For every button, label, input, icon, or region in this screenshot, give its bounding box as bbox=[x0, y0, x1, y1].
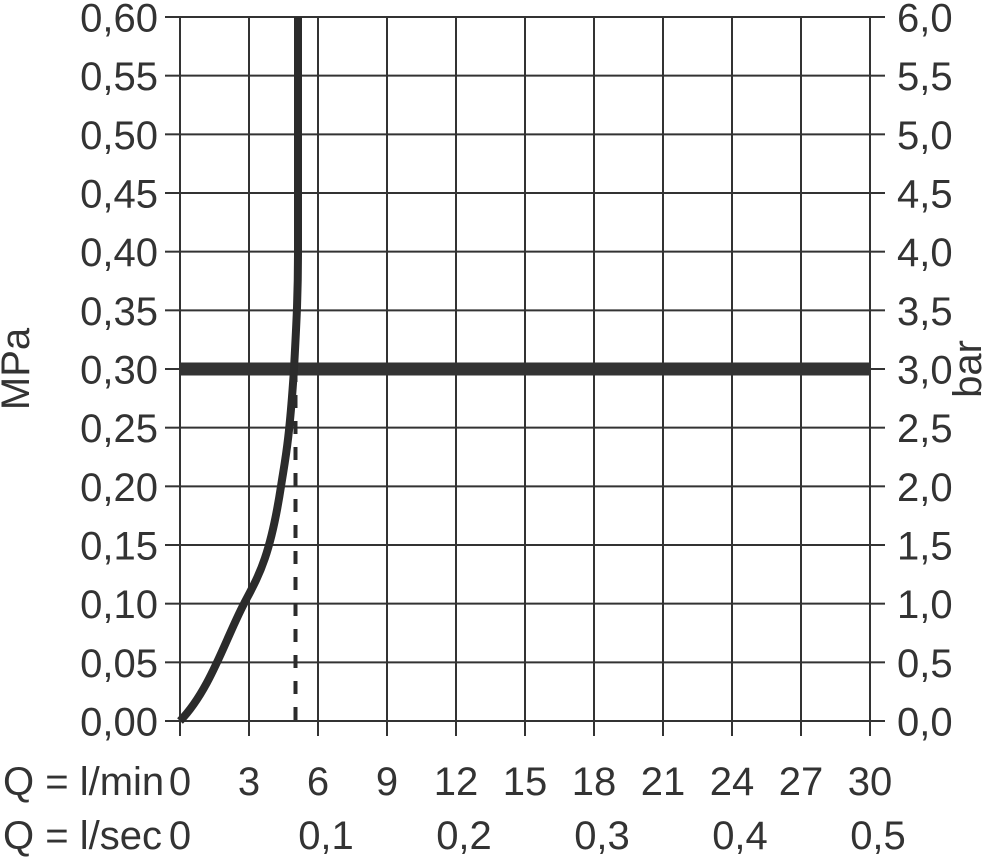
svg-text:0,00: 0,00 bbox=[80, 701, 158, 745]
svg-text:0,5: 0,5 bbox=[897, 642, 953, 686]
svg-text:1,5: 1,5 bbox=[897, 525, 953, 569]
svg-text:0,10: 0,10 bbox=[80, 583, 158, 627]
svg-text:1,0: 1,0 bbox=[897, 583, 953, 627]
svg-text:5,5: 5,5 bbox=[897, 55, 953, 99]
svg-text:3,0: 3,0 bbox=[897, 349, 953, 393]
svg-text:5,0: 5,0 bbox=[897, 114, 953, 158]
svg-text:4,0: 4,0 bbox=[897, 231, 953, 275]
svg-text:0,0: 0,0 bbox=[897, 701, 953, 745]
svg-text:0,50: 0,50 bbox=[80, 114, 158, 158]
svg-text:15: 15 bbox=[503, 760, 548, 804]
svg-text:Q = l/min: Q = l/min bbox=[3, 760, 164, 804]
svg-text:9: 9 bbox=[376, 760, 398, 804]
svg-text:27: 27 bbox=[779, 760, 824, 804]
svg-text:2,5: 2,5 bbox=[897, 407, 953, 451]
svg-text:4,5: 4,5 bbox=[897, 173, 953, 217]
svg-text:0,60: 0,60 bbox=[80, 0, 158, 41]
svg-text:21: 21 bbox=[641, 760, 686, 804]
svg-text:18: 18 bbox=[572, 760, 617, 804]
svg-text:3,5: 3,5 bbox=[897, 290, 953, 334]
svg-text:0,30: 0,30 bbox=[80, 349, 158, 393]
svg-text:0,45: 0,45 bbox=[80, 173, 158, 217]
svg-text:2,0: 2,0 bbox=[897, 466, 953, 510]
svg-text:0: 0 bbox=[169, 760, 191, 804]
svg-text:30: 30 bbox=[848, 760, 893, 804]
svg-text:0,20: 0,20 bbox=[80, 466, 158, 510]
svg-text:0,5: 0,5 bbox=[850, 814, 906, 858]
svg-text:0,2: 0,2 bbox=[436, 814, 492, 858]
svg-text:24: 24 bbox=[710, 760, 755, 804]
svg-text:6,0: 6,0 bbox=[897, 0, 953, 41]
svg-text:12: 12 bbox=[434, 760, 479, 804]
svg-text:0,55: 0,55 bbox=[80, 55, 158, 99]
svg-text:0,4: 0,4 bbox=[712, 814, 768, 858]
svg-text:0,15: 0,15 bbox=[80, 525, 158, 569]
svg-text:3: 3 bbox=[238, 760, 260, 804]
svg-text:Q = l/sec: Q = l/sec bbox=[3, 814, 162, 858]
svg-text:0,40: 0,40 bbox=[80, 231, 158, 275]
svg-text:0: 0 bbox=[169, 814, 191, 858]
svg-text:0,1: 0,1 bbox=[298, 814, 354, 858]
svg-text:0,3: 0,3 bbox=[574, 814, 630, 858]
svg-text:6: 6 bbox=[307, 760, 329, 804]
svg-text:0,05: 0,05 bbox=[80, 642, 158, 686]
svg-text:0,35: 0,35 bbox=[80, 290, 158, 334]
svg-text:MPa: MPa bbox=[0, 327, 38, 410]
svg-text:0,25: 0,25 bbox=[80, 407, 158, 451]
svg-text:bar: bar bbox=[946, 340, 990, 398]
